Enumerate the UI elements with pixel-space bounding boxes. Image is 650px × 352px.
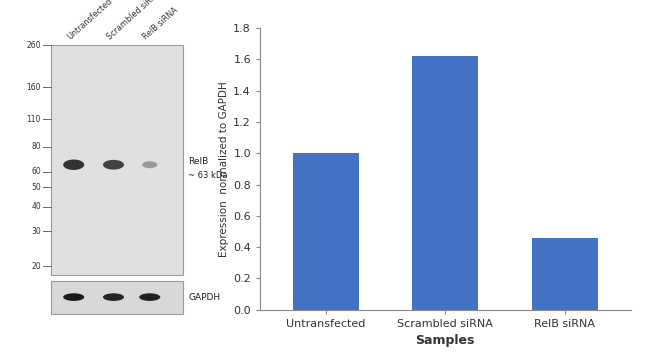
Text: 260: 260 [27, 41, 41, 50]
Ellipse shape [142, 161, 157, 168]
Y-axis label: Expression  normalized to GAPDH: Expression normalized to GAPDH [219, 81, 229, 257]
Text: 30: 30 [31, 227, 41, 236]
Text: Scrambled siRNA: Scrambled siRNA [105, 0, 162, 42]
Ellipse shape [63, 159, 84, 170]
Text: 20: 20 [31, 262, 41, 271]
Bar [412, 56, 478, 310]
Text: 80: 80 [31, 142, 41, 151]
Ellipse shape [103, 160, 124, 170]
Text: 160: 160 [27, 83, 41, 92]
Ellipse shape [63, 293, 84, 301]
Text: RelB: RelB [188, 157, 209, 166]
Text: ~ 63 kDa: ~ 63 kDa [188, 171, 228, 180]
Bar [51, 45, 183, 275]
Bar [51, 281, 183, 314]
Ellipse shape [103, 293, 124, 301]
Text: 110: 110 [27, 115, 41, 124]
Bar [532, 238, 597, 310]
Text: 50: 50 [31, 183, 41, 192]
Ellipse shape [139, 293, 161, 301]
Text: 60: 60 [31, 167, 41, 176]
Text: Untransfected: Untransfected [66, 0, 114, 42]
Text: GAPDH: GAPDH [188, 293, 220, 302]
Text: RelB siRNA: RelB siRNA [142, 6, 180, 42]
Bar [293, 153, 359, 310]
Text: 40: 40 [31, 202, 41, 211]
X-axis label: Samples: Samples [415, 334, 475, 347]
